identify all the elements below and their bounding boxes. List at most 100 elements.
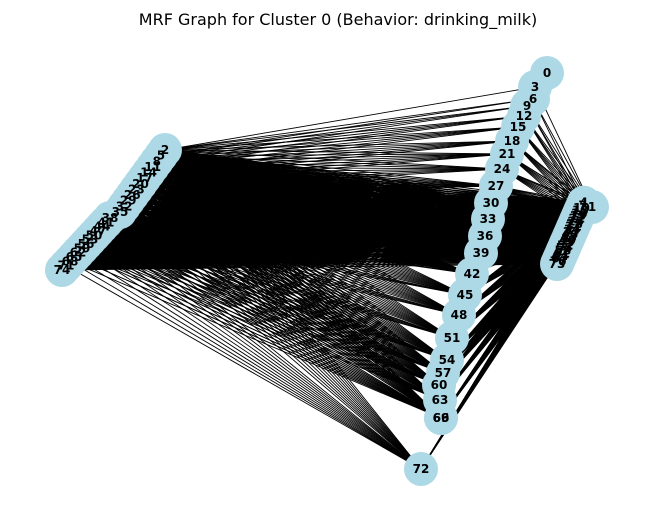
graph-node-label-6: 6 bbox=[529, 92, 537, 106]
graph-edge bbox=[85, 243, 442, 419]
graph-edge bbox=[124, 205, 489, 220]
graph-edge bbox=[164, 86, 536, 151]
figure-title: MRF Graph for Cluster 0 (Behavior: drink… bbox=[139, 10, 537, 30]
graph-node-label-26: 26 bbox=[124, 188, 141, 202]
graph-node-label-51: 51 bbox=[444, 331, 461, 345]
graph-node-label-71: 71 bbox=[58, 259, 75, 273]
graph-node-label-38: 38 bbox=[102, 211, 119, 225]
graph-node-label-13: 13 bbox=[572, 204, 589, 218]
graph-node-label-68: 68 bbox=[62, 254, 79, 268]
graph-edge bbox=[148, 153, 508, 173]
graph-edge bbox=[140, 168, 503, 185]
graph-edge bbox=[152, 115, 525, 168]
graph-node-label-30: 30 bbox=[483, 196, 500, 210]
graph-node-label-1: 1 bbox=[588, 200, 596, 214]
graph-node-label-23: 23 bbox=[128, 182, 145, 196]
graph-node-label-61: 61 bbox=[553, 246, 570, 260]
graph-node-label-53: 53 bbox=[82, 233, 99, 247]
graph-node-label-12: 12 bbox=[516, 109, 533, 123]
graph-node-label-28: 28 bbox=[566, 217, 583, 231]
graph-node-label-50: 50 bbox=[86, 228, 103, 242]
graph-node-label-37: 37 bbox=[563, 225, 580, 239]
graph-edge bbox=[136, 185, 497, 190]
graph-node-label-58: 58 bbox=[554, 244, 571, 258]
graph-node-label-66: 66 bbox=[433, 411, 450, 425]
graph-node-label-29: 29 bbox=[120, 194, 137, 208]
graph-node-label-10: 10 bbox=[573, 201, 590, 215]
graph-node-label-34: 34 bbox=[564, 222, 581, 236]
graph-node-label-48: 48 bbox=[451, 308, 468, 322]
graph-edge bbox=[144, 177, 497, 187]
graph-node-label-14: 14 bbox=[140, 166, 157, 180]
graph-edge bbox=[69, 260, 442, 419]
graph-node-label-46: 46 bbox=[559, 233, 576, 247]
graph-edge bbox=[81, 247, 441, 401]
graph-node-label-70: 70 bbox=[550, 254, 567, 268]
graph-node-label-64: 64 bbox=[552, 249, 569, 263]
graph-node-label-73: 73 bbox=[549, 257, 566, 271]
graph-node-label-31: 31 bbox=[565, 220, 582, 234]
graph-node-72 bbox=[404, 452, 438, 486]
graph-edge bbox=[144, 140, 513, 179]
graph-node-label-25: 25 bbox=[567, 214, 584, 228]
graph-node-label-57: 57 bbox=[435, 366, 452, 380]
graph-edge bbox=[73, 256, 442, 419]
graph-node-label-49: 49 bbox=[558, 236, 575, 250]
graph-edge bbox=[156, 115, 525, 162]
graph-edge bbox=[77, 252, 442, 419]
graph-node-label-2: 2 bbox=[161, 143, 169, 157]
graph-node-label-44: 44 bbox=[94, 220, 111, 234]
graph-edge bbox=[164, 105, 528, 151]
graph-node-label-24: 24 bbox=[494, 162, 511, 176]
graph-node-label-59: 59 bbox=[74, 241, 91, 255]
graph-edge bbox=[152, 126, 519, 168]
graph-node-label-65: 65 bbox=[66, 250, 83, 264]
graph-edge bbox=[160, 115, 525, 157]
graph-edge bbox=[140, 183, 492, 204]
graph-edge bbox=[148, 126, 519, 173]
graph-node-label-40: 40 bbox=[561, 228, 578, 242]
graph-edge bbox=[81, 247, 440, 386]
graph-node-label-72: 72 bbox=[413, 462, 430, 476]
graph-edge bbox=[81, 247, 442, 419]
graph-edge bbox=[148, 140, 513, 173]
graph-edge bbox=[136, 168, 503, 190]
graph-node-label-9: 9 bbox=[523, 99, 531, 113]
graph-node-label-36: 36 bbox=[477, 229, 494, 243]
graph-node-label-45: 45 bbox=[457, 288, 474, 302]
graph-edge bbox=[152, 140, 513, 168]
graph-edge bbox=[132, 194, 489, 220]
graph-edge bbox=[144, 153, 508, 179]
graph-edge bbox=[144, 168, 503, 179]
graph-node-label-7: 7 bbox=[578, 198, 586, 212]
graph-node-label-35: 35 bbox=[112, 205, 129, 219]
graph-node-label-17: 17 bbox=[136, 171, 153, 185]
graph-node-label-3: 3 bbox=[531, 80, 539, 94]
graph-edge bbox=[85, 243, 441, 401]
graph-node-label-74: 74 bbox=[54, 263, 71, 277]
graph-edge bbox=[156, 126, 519, 162]
graph-edge bbox=[439, 253, 563, 401]
node-layer: 0123456789101112131415161718192021222324… bbox=[45, 56, 609, 486]
graph-edge bbox=[65, 265, 422, 470]
graph-node-label-62: 62 bbox=[70, 246, 87, 260]
graph-edge bbox=[132, 194, 492, 204]
graph-edge bbox=[156, 105, 528, 162]
graph-node-label-21: 21 bbox=[499, 147, 516, 161]
graph-node-74 bbox=[45, 253, 79, 287]
graph-node-label-69: 69 bbox=[433, 411, 450, 425]
graph-edge bbox=[69, 260, 422, 470]
graph-node-label-8: 8 bbox=[153, 154, 161, 168]
graph-node-label-33: 33 bbox=[480, 212, 497, 226]
graph-node-label-20: 20 bbox=[132, 177, 149, 191]
graph-node-label-56: 56 bbox=[78, 237, 95, 251]
graph-edge bbox=[160, 98, 534, 157]
graph-node-label-60: 60 bbox=[431, 378, 448, 392]
graph-edge bbox=[132, 185, 497, 196]
graph-node-label-52: 52 bbox=[557, 238, 574, 252]
graph-node-label-0: 0 bbox=[543, 66, 551, 80]
graph-node-label-4: 4 bbox=[580, 196, 588, 210]
graph-node-label-15: 15 bbox=[510, 120, 527, 134]
graph-edge bbox=[164, 98, 534, 151]
